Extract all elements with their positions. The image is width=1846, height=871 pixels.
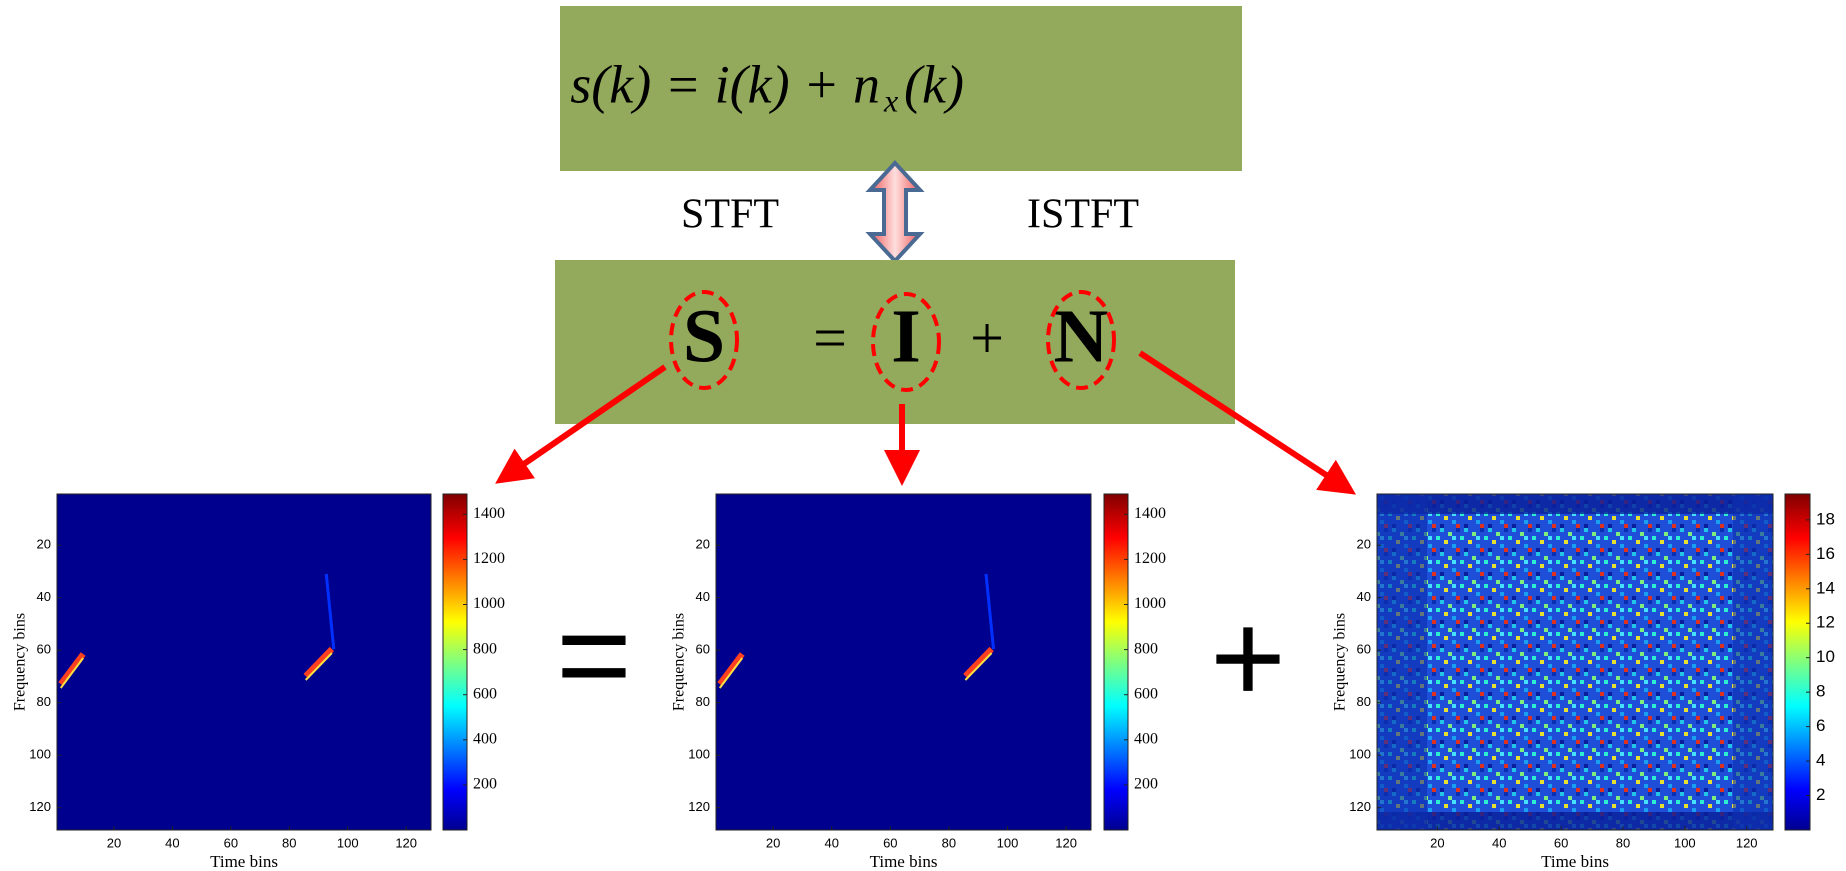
colorbar-tick-label: 14 — [1816, 578, 1835, 597]
y-tick-label: 20 — [37, 537, 51, 552]
heatmap-edge — [1377, 812, 1773, 830]
y-tick-label: 60 — [37, 642, 51, 657]
colorbar-tick-label: 4 — [1816, 751, 1825, 770]
formula: s(k) = i(k) + n — [570, 54, 880, 114]
y-tick-label: 100 — [688, 747, 710, 762]
x-tick-label: 120 — [1055, 835, 1077, 850]
y-tick-label: 60 — [1357, 642, 1371, 657]
y-tick-label: 40 — [1357, 589, 1371, 604]
inverse-label: ISTFT — [1027, 192, 1139, 238]
x-tick-label: 100 — [337, 835, 359, 850]
x-axis-label: Time bins — [1541, 852, 1609, 871]
colorbar-tick-label: 600 — [1134, 685, 1158, 702]
page: s(k) = i(k) + n x (k) STFT ISTFT S = I +… — [0, 0, 1846, 871]
colorbar-tick-label: 400 — [473, 730, 497, 747]
y-tick-label: 40 — [37, 589, 51, 604]
y-tick-label: 120 — [688, 799, 710, 814]
heatmap — [716, 494, 1091, 830]
colorbar-tick-label: 800 — [473, 640, 497, 657]
colorbar-tick-label: 18 — [1816, 509, 1835, 528]
y-tick-label: 20 — [1357, 537, 1371, 552]
colorbar-tick-label: 400 — [1134, 730, 1158, 747]
y-tick-label: 100 — [1349, 747, 1371, 762]
y-axis-label: Frequency bins — [12, 613, 29, 711]
heatmap-edge — [1377, 494, 1773, 514]
y-tick-label: 20 — [696, 537, 710, 552]
matrix-i: I — [891, 294, 921, 378]
slide: s(k) = i(k) + n x (k) STFT ISTFT S = I +… — [0, 0, 1846, 871]
x-axis-label: Time bins — [870, 852, 938, 871]
y-tick-label: 120 — [1349, 799, 1371, 814]
x-tick-label: 60 — [224, 835, 238, 850]
x-tick-label: 80 — [282, 835, 296, 850]
x-axis-label: Time bins — [210, 852, 278, 871]
x-tick-label: 120 — [1736, 835, 1758, 850]
x-tick-label: 120 — [395, 835, 417, 850]
colorbar-tick-label: 1200 — [1134, 550, 1166, 567]
x-tick-label: 100 — [1674, 835, 1696, 850]
colorbar-tick-label: 1400 — [473, 505, 505, 522]
y-tick-label: 80 — [37, 694, 51, 709]
x-tick-label: 40 — [1492, 835, 1506, 850]
colorbar — [443, 494, 467, 830]
colorbar-tick-label: 16 — [1816, 544, 1835, 563]
x-tick-label: 20 — [107, 835, 121, 850]
x-tick-label: 40 — [824, 835, 838, 850]
y-tick-label: 100 — [29, 747, 51, 762]
op-equals: = — [556, 581, 632, 727]
colorbar-tick-label: 2 — [1816, 785, 1825, 804]
heatmap-edge — [1377, 494, 1427, 830]
colorbar-tick-label: 10 — [1816, 647, 1835, 666]
colorbar-tick-label: 8 — [1816, 682, 1825, 701]
colorbar-tick-label: 6 — [1816, 716, 1825, 735]
matrix-s: S — [683, 294, 725, 378]
matrix-plus: + — [970, 305, 1004, 371]
formula-subscript: x — [883, 82, 898, 118]
x-tick-label: 100 — [997, 835, 1019, 850]
y-axis-label: Frequency bins — [671, 613, 688, 711]
forward-label: STFT — [681, 192, 779, 238]
x-tick-label: 40 — [165, 835, 179, 850]
colorbar-tick-label: 600 — [473, 685, 497, 702]
x-tick-label: 60 — [1554, 835, 1568, 850]
heatmap-edge — [1733, 494, 1773, 830]
matrix-n: N — [1054, 294, 1109, 378]
colorbar-tick-label: 1200 — [473, 550, 505, 567]
op-plus: + — [1210, 584, 1286, 730]
x-tick-label: 20 — [1430, 835, 1444, 850]
y-tick-label: 60 — [696, 642, 710, 657]
colorbar-tick-label: 200 — [473, 776, 497, 793]
colorbar-tick-label: 200 — [1134, 776, 1158, 793]
colorbar — [1785, 494, 1810, 830]
colorbar-tick-label: 1000 — [1134, 595, 1166, 612]
double-arrow — [870, 163, 920, 261]
colorbar-tick-label: 800 — [1134, 640, 1158, 657]
y-tick-label: 80 — [1357, 694, 1371, 709]
y-axis-label: Frequency bins — [1332, 613, 1349, 711]
y-tick-label: 80 — [696, 694, 710, 709]
matrix-equals: = — [813, 305, 847, 371]
x-tick-label: 60 — [883, 835, 897, 850]
colorbar-tick-label: 1000 — [473, 595, 505, 612]
colorbar — [1104, 494, 1128, 830]
colorbar-tick-label: 1400 — [1134, 505, 1166, 522]
colorbar-tick-label: 12 — [1816, 613, 1835, 632]
heatmap — [1377, 494, 1773, 830]
heatmap — [57, 494, 431, 830]
formula-tail: (k) — [904, 54, 964, 114]
x-tick-label: 80 — [1616, 835, 1630, 850]
y-tick-label: 40 — [696, 589, 710, 604]
x-tick-label: 20 — [766, 835, 780, 850]
x-tick-label: 80 — [942, 835, 956, 850]
y-tick-label: 120 — [29, 799, 51, 814]
